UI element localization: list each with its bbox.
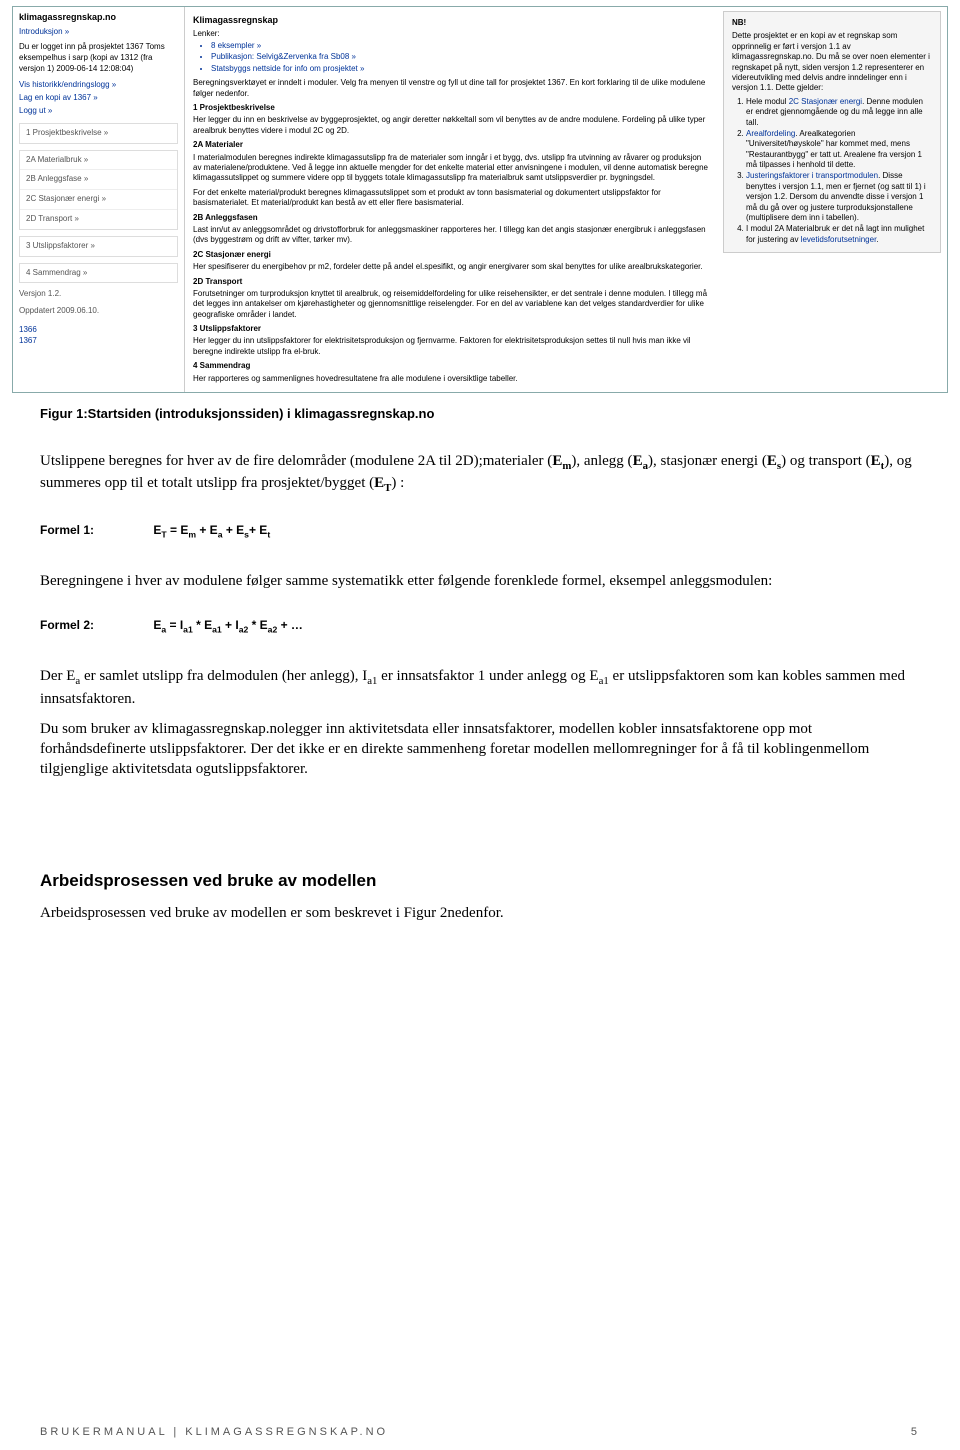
- history-link: Vis historikk/endringslogg »: [19, 80, 178, 91]
- nav-box-1: 1 Prosjektbeskrivelse »: [19, 123, 178, 144]
- nav-item: 2B Anleggsfase »: [20, 170, 177, 190]
- nav-item: 4 Sammendrag »: [20, 264, 177, 283]
- paragraph: Der Ea er samlet utslipp fra delmodulen …: [40, 666, 920, 709]
- formula-label: Formel 2:: [40, 617, 150, 633]
- link-item: 8 eksempler »: [211, 41, 709, 51]
- formula-expr: ET = Em + Ea + Es+ Et: [153, 523, 270, 537]
- section-text: For det enkelte material/produkt beregne…: [193, 188, 709, 209]
- nb-intro: Dette prosjektet er en kopi av et regnsk…: [732, 31, 932, 93]
- paragraph: Beregningene i hver av modulene følger s…: [40, 571, 920, 591]
- formula-expr: Ea = Ia1 * Ea1 + Ia2 * Ea2 + …: [153, 618, 303, 632]
- link-item: Publikasjon: Selvig&Zervenka fra Sb08 »: [211, 52, 709, 62]
- link-item: Statsbyggs nettside for info om prosjekt…: [211, 64, 709, 74]
- section-title: 3 Utslippsfaktorer: [193, 324, 709, 334]
- screenshot-nb-column: NB! Dette prosjektet er en kopi av et re…: [717, 7, 947, 392]
- formula-2: Formel 2: Ea = Ia1 * Ea1 + Ia2 * Ea2 + …: [40, 617, 920, 636]
- section-text: Her rapporteres og sammenlignes hovedres…: [193, 374, 709, 384]
- nav-box-4: 4 Sammendrag »: [19, 263, 178, 284]
- screenshot-sidebar: klimagassregnskap.no Introduksjon » Du e…: [13, 7, 185, 392]
- figure-caption: Figur 1:Startsiden (introduksjonssiden) …: [40, 405, 920, 423]
- screenshot-main: Klimagassregnskap Lenker: 8 eksempler » …: [185, 7, 717, 392]
- section-title: 4 Sammendrag: [193, 361, 709, 371]
- section-title: 2C Stasjonær energi: [193, 250, 709, 260]
- footer-page-number: 5: [911, 1426, 920, 1438]
- nb-item: Arealfordeling. Arealkategorien "Univers…: [746, 129, 932, 171]
- nb-heading: NB!: [732, 18, 932, 28]
- updated-text: Oppdatert 2009.06.10.: [19, 306, 178, 317]
- footer-left: BRUKERMANUAL | KLIMAGASSREGNSKAP.NO: [40, 1426, 388, 1438]
- project-info: Du er logget inn på prosjektet 1367 Toms…: [19, 42, 178, 74]
- section-text: Forutsetninger om turproduksjon knyttet …: [193, 289, 709, 320]
- nb-item: Hele modul 2C Stasjonær energi. Denne mo…: [746, 97, 932, 128]
- nav-item: 1 Prosjektbeskrivelse »: [20, 124, 177, 143]
- nb-item: Justeringsfaktorer i transportmodulen. D…: [746, 171, 932, 223]
- project-id: 1366: [19, 325, 178, 336]
- version-text: Versjon 1.2.: [19, 289, 178, 300]
- section-title: 2D Transport: [193, 277, 709, 287]
- nav-item: 2C Stasjonær energi »: [20, 190, 177, 210]
- site-title: klimagassregnskap.no: [19, 11, 178, 23]
- intro-link: Introduksjon »: [19, 27, 178, 38]
- formula-1: Formel 1: ET = Em + Ea + Es+ Et: [40, 522, 920, 541]
- main-title: Klimagassregnskap: [193, 15, 709, 27]
- section-text: Last inn/ut av anleggsområdet og drivsto…: [193, 225, 709, 246]
- nb-item: I modul 2A Materialbruk er det nå lagt i…: [746, 224, 932, 245]
- section-text: Her legger du inn utslippsfaktorer for e…: [193, 336, 709, 357]
- section-title: 2A Materialer: [193, 140, 709, 150]
- logout-link: Logg ut »: [19, 106, 178, 117]
- nb-list: Hele modul 2C Stasjonær energi. Denne mo…: [746, 97, 932, 245]
- paragraph: Arbeidsprosessen ved bruke av modellen e…: [40, 903, 920, 923]
- section-heading: Arbeidsprosessen ved bruke av modellen: [40, 870, 920, 893]
- intro-text: Beregningsverktøyet er inndelt i moduler…: [193, 78, 709, 99]
- page-footer: BRUKERMANUAL | KLIMAGASSREGNSKAP.NO 5: [0, 1426, 960, 1438]
- paragraph: Du som bruker av klimagassregnskap.noleg…: [40, 719, 920, 780]
- section-title: 2B Anleggsfasen: [193, 213, 709, 223]
- section-text: Her spesifiserer du energibehov pr m2, f…: [193, 262, 709, 272]
- nav-item: 2A Materialbruk »: [20, 151, 177, 171]
- links-label: Lenker:: [193, 29, 709, 39]
- links-list: 8 eksempler » Publikasjon: Selvig&Zerven…: [211, 41, 709, 74]
- project-id: 1367: [19, 336, 178, 347]
- figure-screenshot: klimagassregnskap.no Introduksjon » Du e…: [12, 6, 948, 393]
- paragraph: Utslippene beregnes for hver av de fire …: [40, 451, 920, 496]
- copy-link: Lag en kopi av 1367 »: [19, 93, 178, 104]
- nav-item: 3 Utslippsfaktorer »: [20, 237, 177, 256]
- nb-box: NB! Dette prosjektet er en kopi av et re…: [723, 11, 941, 253]
- formula-label: Formel 1:: [40, 522, 150, 538]
- section-title: 1 Prosjektbeskrivelse: [193, 103, 709, 113]
- nav-box-2: 2A Materialbruk » 2B Anleggsfase » 2C St…: [19, 150, 178, 230]
- section-text: Her legger du inn en beskrivelse av bygg…: [193, 115, 709, 136]
- nav-item: 2D Transport »: [20, 210, 177, 229]
- nav-box-3: 3 Utslippsfaktorer »: [19, 236, 178, 257]
- section-text: I materialmodulen beregnes indirekte kli…: [193, 153, 709, 184]
